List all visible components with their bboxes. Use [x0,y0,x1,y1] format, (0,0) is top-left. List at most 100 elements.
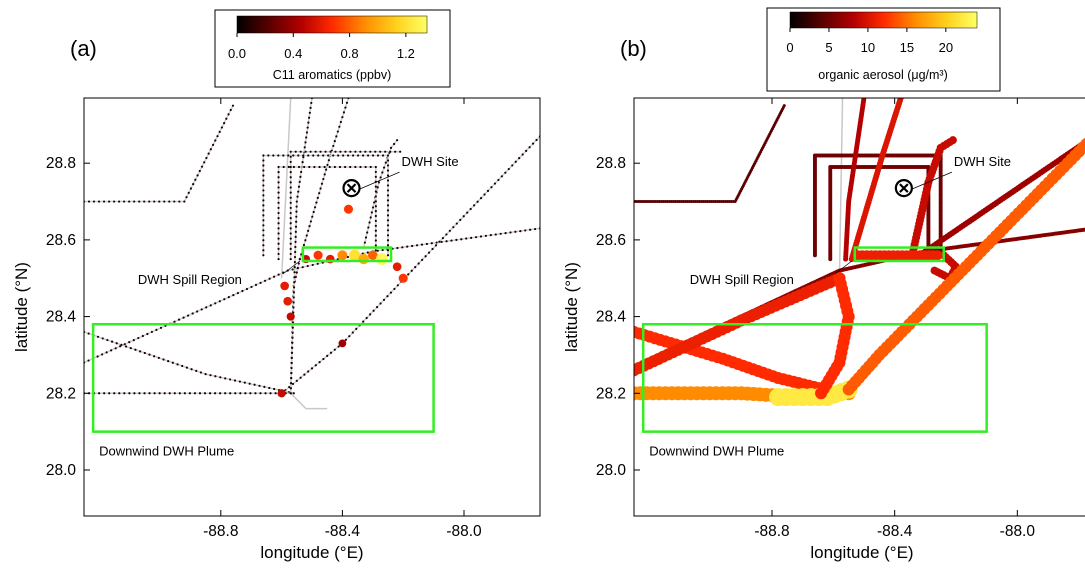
data-point [376,253,388,265]
track-sample-dot [295,210,298,213]
track-sample-dot [386,154,390,157]
track-sample-dot [294,150,297,153]
track-sample-dot [318,192,321,195]
track-sample-dot [295,220,298,223]
track-sample-dot [386,239,390,242]
track-sample-dot [295,215,298,218]
track-sample-dot [205,156,208,160]
track-sample-dot [178,200,181,203]
track-sample-dot [150,330,153,334]
track-data-dot [782,104,786,108]
track-sample-dot [311,215,314,218]
track-sample-dot [253,383,256,386]
track-sample-dot [155,328,158,331]
y-tick-label: 28.6 [596,232,626,249]
track-sample-dot [290,372,293,375]
track-sample-dot [193,392,197,395]
track-sample-dot [294,250,297,254]
track-sample-dot [327,159,330,162]
track-sample-dot [342,111,346,114]
track-sample-dot [277,191,280,194]
track-sample-dot [189,187,193,190]
track-sample-dot [129,347,132,350]
track-sample-dot [297,190,300,193]
track-sample-dot [500,175,503,178]
track-sample-dot [299,376,302,379]
track-data-dot [897,98,904,101]
track-sample-dot [258,384,261,387]
track-sample-dot [386,234,390,237]
flight-track-grey [281,135,540,394]
track-sample-dot [105,351,108,354]
track-sample-dot [311,263,314,267]
panel-a: (a) 0.0 0.4 0.8 1.2 C11 aromatics (ppbv) DW… [12,9,541,562]
x-axis-label-a: longitude (°E) [260,543,363,562]
track-sample-dot [277,154,280,157]
track-sample-dot [308,225,311,228]
track-sample-dot [337,345,340,348]
track-sample-dot [123,200,126,203]
track-sample-dot [384,161,387,164]
track-sample-dot [291,336,294,339]
track-sample-dot [173,200,176,203]
track-sample-dot [114,347,117,350]
track-sample-dot [267,154,270,157]
track-sample-dot [303,373,306,376]
track-sample-dot [289,165,292,169]
track-sample-dot [430,242,433,245]
track-sample-dot [333,348,336,351]
colorbar-tick-label: 0.4 [284,46,302,61]
track-sample-dot [401,246,404,249]
data-point [368,250,378,261]
track-sample-dot [216,135,219,138]
track-sample-dot [223,298,226,301]
axes-b: -88.8 -88.4 -88.0 28.0 28.2 28.4 28.6 28.8 [596,98,1035,540]
track-sample-dot [507,167,510,171]
track-sample-dot [143,351,146,355]
track-sample-dot [289,222,292,225]
data-point [277,389,286,398]
track-sample-dot [504,232,507,235]
track-sample-dot [277,232,280,235]
track-sample-dot [382,298,386,301]
track-sample-dot [309,150,312,153]
y-tick-label: 28.2 [596,385,626,402]
track-sample-dot [386,224,390,227]
track-sample-dot [291,331,294,334]
boxes-b [641,246,988,433]
track-sample-dot [376,249,379,252]
track-sample-dot [374,190,377,193]
track-sample-dot [322,177,325,181]
track-sample-dot [314,150,317,153]
plume-region-box [91,323,435,433]
track-sample-dot [298,180,301,183]
track-sample-dot [420,243,424,246]
track-sample-dot [113,392,116,395]
track-sample-dot [427,251,431,254]
track-sample-dot [181,364,184,368]
track-sample-dot [396,246,399,250]
track-sample-dot [139,350,142,353]
track-sample-dot [229,108,232,112]
track-sample-dot [289,392,292,395]
track-sample-dot [183,200,186,203]
track-sample-dot [158,392,161,395]
y-axis-label-b: latitude (°N) [562,262,581,352]
track-sample-dot [220,126,224,129]
track-sample-dot [524,229,527,232]
track-sample-dot [364,165,367,169]
track-sample-dot [290,366,293,370]
track-sample-dot [141,334,144,338]
track-sample-dot [356,154,360,157]
track-sample-dot [262,199,265,202]
track-sample-dot [262,159,265,162]
track-sample-dot [262,224,265,227]
track-sample-dot [196,310,199,313]
flight-track-grey [277,166,377,260]
track-sample-dot [293,271,296,274]
track-sample-dot [310,101,313,105]
track-sample-dot [223,122,226,125]
track-sample-dot [374,210,377,213]
track-sample-dot [309,220,312,223]
track-sample-dot [254,392,257,395]
